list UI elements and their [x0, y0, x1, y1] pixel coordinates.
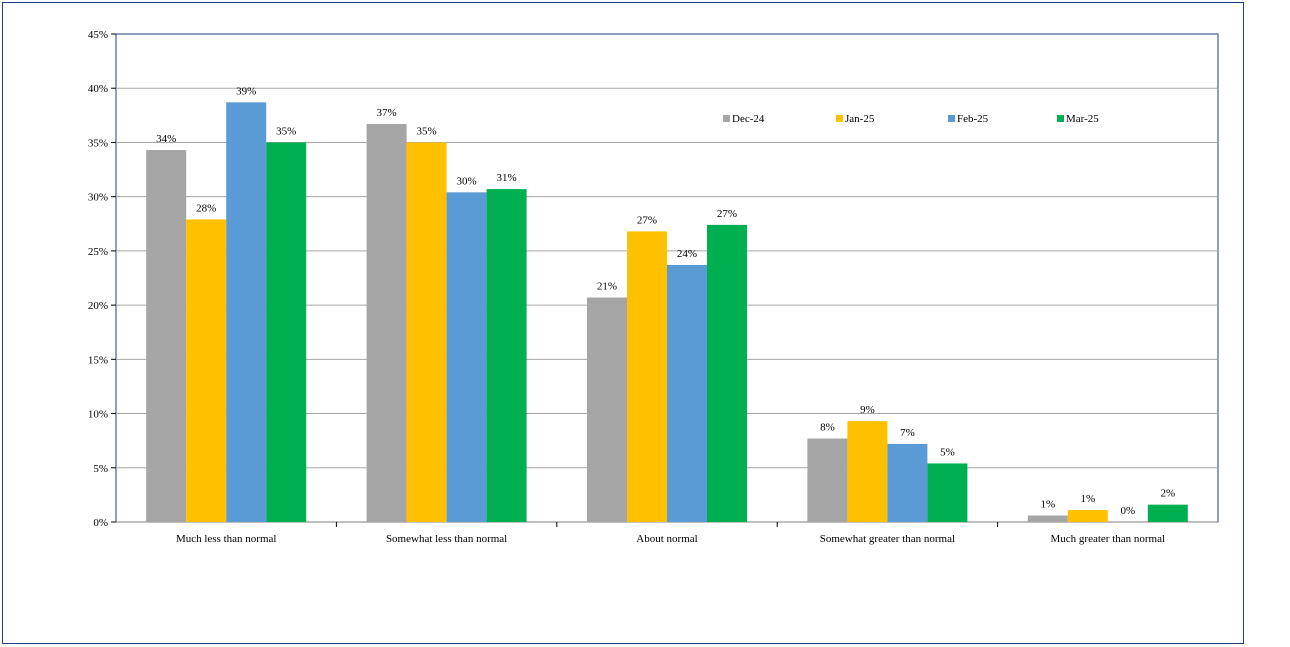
data-label: 35% [417, 125, 437, 137]
bar [1027, 515, 1068, 522]
y-tick-label: 5% [93, 463, 108, 475]
x-category-label: Somewhat greater than normal [820, 533, 955, 545]
bar [1067, 510, 1108, 522]
data-label: 24% [677, 248, 697, 260]
bar [446, 192, 487, 522]
legend-swatch [1057, 115, 1064, 122]
y-tick-label: 30% [88, 192, 108, 204]
data-label: 31% [497, 172, 517, 184]
legend: Dec-24 Jan-25 Feb-25 Mar-25 [723, 113, 1099, 125]
bar [1147, 504, 1188, 522]
x-category-label: Somewhat less than normal [386, 533, 507, 545]
y-tick-label: 20% [88, 300, 108, 312]
x-category-label: Much less than normal [176, 533, 277, 545]
y-axis-ticks: 0% 5% 10% 15% 20% 25% 30% 35% 40% 45% [88, 29, 116, 529]
data-label: 8% [820, 421, 835, 433]
bar [266, 142, 307, 522]
bar [627, 231, 667, 522]
data-label: 7% [900, 427, 915, 439]
bar [847, 421, 888, 522]
y-tick-label: 40% [88, 83, 108, 95]
x-category-label: Much greater than normal [1051, 533, 1166, 545]
bar [927, 463, 968, 522]
data-label: 27% [717, 208, 737, 220]
data-label: 35% [276, 125, 296, 137]
data-label: 5% [940, 446, 955, 458]
data-label: 9% [860, 404, 875, 416]
legend-label: Mar-25 [1066, 113, 1099, 125]
legend-swatch [723, 115, 730, 122]
data-label: 2% [1160, 488, 1175, 500]
legend-label: Jan-25 [845, 113, 875, 125]
y-tick-label: 45% [88, 29, 108, 41]
data-labels: 34% 28% 39% 35% 37% 35% 30% 31% 21% 27% 24% 27% 8% 9%… [156, 85, 1175, 517]
y-tick-label: 10% [88, 409, 108, 421]
data-label: 0% [1120, 505, 1135, 517]
data-label: 21% [597, 281, 617, 293]
bar [186, 219, 227, 522]
bar [707, 224, 747, 522]
legend-swatch [836, 115, 843, 122]
y-tick-label: 25% [88, 246, 108, 258]
data-label: 37% [377, 107, 397, 119]
y-tick-label: 0% [93, 517, 108, 529]
bar [486, 189, 527, 522]
bars [146, 102, 1188, 523]
legend-label: Feb-25 [957, 113, 989, 125]
bar [146, 150, 187, 522]
y-tick-label: 35% [88, 137, 108, 149]
bar [667, 264, 707, 522]
bar [587, 297, 627, 522]
data-label: 1% [1080, 493, 1095, 505]
bar [226, 102, 267, 522]
legend-swatch [948, 115, 955, 122]
legend-label: Dec-24 [732, 113, 765, 125]
y-tick-label: 15% [88, 354, 108, 366]
bar [366, 124, 407, 523]
data-label: 28% [196, 202, 216, 214]
bar [406, 142, 447, 522]
x-category-label: About normal [636, 533, 697, 545]
data-label: 30% [457, 175, 477, 187]
bar [887, 443, 928, 522]
data-label: 27% [637, 214, 657, 226]
data-label: 34% [156, 133, 176, 145]
x-axis-categories: Much less than normal Somewhat less than … [176, 522, 1165, 545]
data-label: 39% [236, 85, 256, 97]
data-label: 1% [1040, 498, 1055, 510]
bar [807, 438, 848, 522]
